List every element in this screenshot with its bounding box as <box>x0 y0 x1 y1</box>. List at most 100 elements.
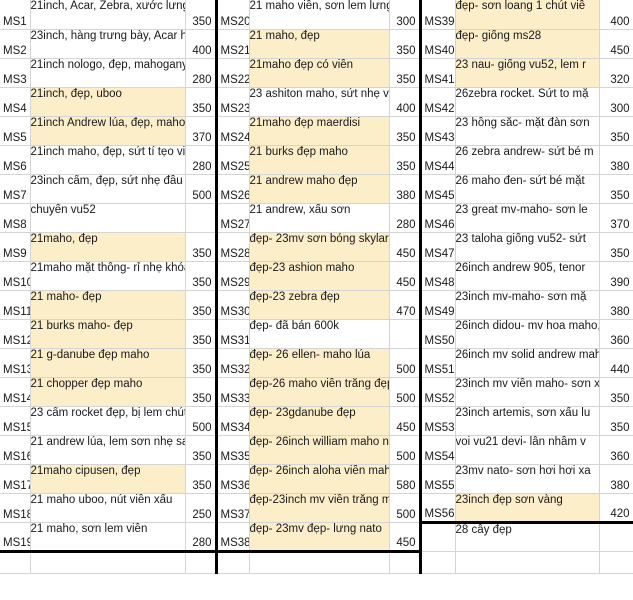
row-price-cell[interactable] <box>599 522 633 552</box>
row-id-cell[interactable]: MS21 <box>214 29 250 59</box>
row-id-cell[interactable]: MS4 <box>0 87 31 117</box>
row-id-cell[interactable]: MS54 <box>418 435 456 465</box>
empty-cell[interactable] <box>30 551 186 574</box>
row-description-cell[interactable]: 23inch cẩm, đẹp, sứt nhẹ đầu cần <box>30 174 186 204</box>
row-description-cell[interactable]: 26zebra rocket. Sứt to mặ <box>455 87 600 117</box>
row-price-cell[interactable]: 350 <box>389 116 421 146</box>
row-price-cell[interactable]: 350 <box>185 319 217 349</box>
row-description-cell[interactable]: 26 zebra andrew- sứt bé m <box>455 145 600 175</box>
row-description-cell[interactable]: 21 andrew, xấu sơn <box>249 203 390 233</box>
row-description-cell[interactable]: 21 maho uboo, nút viền xấu <box>30 493 186 523</box>
row-description-cell[interactable]: đẹp- 23mv đẹp- lưng nato <box>249 522 390 553</box>
row-description-cell[interactable]: 21 chopper đẹp maho <box>30 377 186 407</box>
row-id-cell[interactable]: MS19 <box>0 522 31 553</box>
row-price-cell[interactable]: 350 <box>599 174 633 204</box>
row-price-cell[interactable]: 300 <box>389 0 421 30</box>
row-description-cell[interactable]: 21 andrew lúa, lem sơn nhẹ sau gỗ <box>30 435 186 465</box>
row-price-cell[interactable]: 350 <box>185 261 217 291</box>
row-price-cell[interactable]: 350 <box>599 377 633 407</box>
row-description-cell[interactable]: đẹp- 26inch william maho nhu <box>249 435 390 465</box>
row-price-cell[interactable]: 450 <box>389 522 421 553</box>
row-description-cell[interactable]: đẹp-23 ashion maho <box>249 261 390 291</box>
row-price-cell[interactable]: 500 <box>389 435 421 465</box>
row-price-cell[interactable]: 440 <box>599 348 633 378</box>
row-price-cell[interactable]: 350 <box>185 87 217 117</box>
row-description-cell[interactable]: đẹp- giống ms28 <box>455 29 600 59</box>
row-id-cell[interactable]: MS45 <box>418 174 456 204</box>
empty-cell[interactable] <box>418 551 456 574</box>
row-price-cell[interactable]: 500 <box>185 174 217 204</box>
row-id-cell[interactable]: MS28 <box>214 232 250 262</box>
row-price-cell[interactable] <box>389 319 421 349</box>
row-id-cell[interactable]: MS13 <box>0 348 31 378</box>
empty-cell[interactable] <box>185 551 217 574</box>
row-description-cell[interactable]: 21 andrew maho đẹp <box>249 174 390 204</box>
row-price-cell[interactable]: 380 <box>599 464 633 494</box>
row-description-cell[interactable]: 21 g-danube đẹp maho <box>30 348 186 378</box>
row-price-cell[interactable]: 250 <box>185 493 217 523</box>
row-price-cell[interactable]: 470 <box>389 290 421 320</box>
row-price-cell[interactable]: 280 <box>185 522 217 553</box>
row-price-cell[interactable]: 380 <box>389 174 421 204</box>
row-id-cell[interactable]: MS24 <box>214 116 250 146</box>
row-price-cell[interactable]: 350 <box>389 145 421 175</box>
row-description-cell[interactable]: 21maho đẹp maerdisi <box>249 116 390 146</box>
row-description-cell[interactable]: 23inch mv-maho- sơn mặ <box>455 290 600 320</box>
row-description-cell[interactable]: đẹp-23 zebra đẹp <box>249 290 390 320</box>
row-description-cell[interactable]: 21inch maho, đẹp, sứt tí tẹo viền <box>30 145 186 175</box>
row-price-cell[interactable]: 350 <box>599 232 633 262</box>
row-id-cell[interactable]: MS20 <box>214 0 250 30</box>
row-description-cell[interactable]: đẹp- 26inch aloha viền maho <box>249 464 390 494</box>
row-price-cell[interactable]: 280 <box>389 203 421 233</box>
row-id-cell[interactable]: MS42 <box>418 87 456 117</box>
row-description-cell[interactable]: đẹp- đã bán 600k <box>249 319 390 349</box>
row-id-cell[interactable]: MS48 <box>418 261 456 291</box>
row-id-cell[interactable]: MS27 <box>214 203 250 233</box>
row-price-cell[interactable]: 450 <box>389 232 421 262</box>
row-description-cell[interactable]: 26 maho đen- sứt bé mặt <box>455 174 600 204</box>
table-row[interactable]: MS1523 cẩm rocket đẹp, bị lem chút viền 5… <box>0 406 633 436</box>
row-price-cell[interactable]: 500 <box>389 348 421 378</box>
row-id-cell[interactable]: MS43 <box>418 116 456 146</box>
row-price-cell[interactable]: 580 <box>389 464 421 494</box>
row-price-cell[interactable]: 280 <box>185 58 217 88</box>
row-id-cell[interactable]: MS16 <box>0 435 31 465</box>
row-description-cell[interactable]: 21inch nologo, đẹp, mahogany, xước nhẹ x… <box>30 58 186 88</box>
row-price-cell[interactable]: 360 <box>599 319 633 349</box>
table-row[interactable]: MS6 21inch maho, đẹp, sứt tí tẹo viền 280 M… <box>0 145 633 175</box>
table-row[interactable]: MS4 21inch, đẹp, uboo 350 MS23 23 ashiton ma… <box>0 87 633 117</box>
row-price-cell[interactable]: 500 <box>389 493 421 523</box>
empty-cell[interactable] <box>455 551 600 574</box>
row-description-cell[interactable]: 21 maho, đẹp <box>249 29 390 59</box>
row-price-cell[interactable]: 350 <box>185 464 217 494</box>
row-description-cell[interactable]: 21 burks đẹp maho <box>249 145 390 175</box>
row-description-cell[interactable]: 21 maho viền, sơn lem lưng <box>249 0 390 30</box>
row-price-cell[interactable]: 450 <box>389 406 421 436</box>
row-description-cell[interactable]: đẹp-23inch mv viền trắng mah <box>249 493 390 523</box>
row-price-cell[interactable]: 400 <box>389 87 421 117</box>
row-price-cell[interactable]: 380 <box>599 145 633 175</box>
row-price-cell[interactable]: 350 <box>389 58 421 88</box>
row-id-cell[interactable]: MS18 <box>0 493 31 523</box>
row-id-cell[interactable]: MS47 <box>418 232 456 262</box>
row-id-cell[interactable]: MS33 <box>214 377 250 407</box>
row-description-cell[interactable]: 23inch đẹp sơn vàng <box>455 493 600 524</box>
row-id-cell[interactable] <box>418 522 456 552</box>
empty-cell[interactable] <box>214 551 250 574</box>
row-price-cell[interactable]: 300 <box>599 87 633 117</box>
row-id-cell[interactable]: MS17 <box>0 464 31 494</box>
row-price-cell[interactable]: 350 <box>185 348 217 378</box>
row-description-cell[interactable]: đẹp- 23mv sơn bóng skylark <box>249 232 390 262</box>
row-id-cell[interactable]: MS23 <box>214 87 250 117</box>
row-id-cell[interactable]: MS9 <box>0 232 31 262</box>
row-id-cell[interactable]: MS44 <box>418 145 456 175</box>
row-price-cell[interactable]: 350 <box>599 116 633 146</box>
row-price-cell[interactable]: 360 <box>599 435 633 465</box>
